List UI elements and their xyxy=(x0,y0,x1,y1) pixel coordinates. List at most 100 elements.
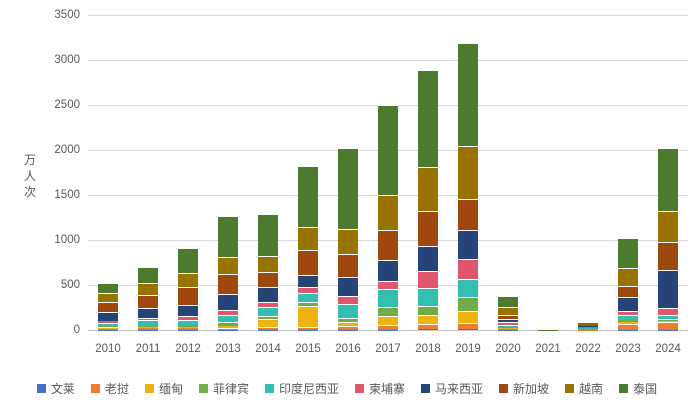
legend-label: 菲律宾 xyxy=(212,382,249,396)
bar-segment-2018-泰国 xyxy=(418,70,438,168)
bar-segment-2014-泰国 xyxy=(258,214,278,256)
x-tick-label-2012: 2012 xyxy=(175,343,201,355)
bar-segment-2010-印度尼西亚 xyxy=(98,322,118,327)
x-tick-label-2010: 2010 xyxy=(95,343,121,355)
bar-segment-2014-越南 xyxy=(258,255,278,273)
bar-segment-2017-越南 xyxy=(378,195,398,231)
bar-segment-2015-马来西亚 xyxy=(298,274,318,287)
bar-segment-2023-菲律宾 xyxy=(618,320,638,323)
bar-segment-2010-新加坡 xyxy=(98,302,118,312)
bar-segment-2014-新加坡 xyxy=(258,272,278,288)
bar-2019 xyxy=(458,15,478,330)
y-tick-label: 2000 xyxy=(54,144,80,156)
bar-segment-2017-菲律宾 xyxy=(378,307,398,317)
bar-segment-2017-新加坡 xyxy=(378,230,398,261)
bar-segment-2013-泰国 xyxy=(218,216,238,257)
bar-segment-2011-越南 xyxy=(138,282,158,295)
x-tick-label-2022: 2022 xyxy=(575,343,601,355)
bar-segment-2010-马来西亚 xyxy=(98,311,118,321)
legend-label: 新加坡 xyxy=(513,382,550,396)
bar-segment-2020-新加坡 xyxy=(498,315,518,319)
bar-segment-2023-越南 xyxy=(618,268,638,286)
bar-segment-2023-新加坡 xyxy=(618,285,638,297)
bar-segment-2019-泰国 xyxy=(458,42,478,146)
bar-segment-2020-马来西亚 xyxy=(498,318,518,323)
bar-segment-2018-缅甸 xyxy=(418,314,438,325)
bar-segment-2017-马来西亚 xyxy=(378,260,398,281)
bar-segment-2020-泰国 xyxy=(498,296,518,307)
bar-segment-2012-越南 xyxy=(178,273,198,288)
legend-label: 老挝 xyxy=(104,382,129,396)
bar-segment-2020-印度尼西亚 xyxy=(498,324,518,327)
x-tick-label-2018: 2018 xyxy=(415,343,441,355)
bar-segment-2012-泰国 xyxy=(178,248,198,274)
bar-segment-2023-柬埔寨 xyxy=(618,311,638,316)
bar-segment-2016-印度尼西亚 xyxy=(338,304,358,318)
bar-segment-2010-老挝 xyxy=(98,328,118,330)
legend-item-越南: 越南 xyxy=(565,380,603,397)
bar-segment-2016-越南 xyxy=(338,229,358,255)
legend-item-菲律宾: 菲律宾 xyxy=(198,380,249,397)
bar-segment-2022-马来西亚 xyxy=(578,326,598,328)
bar-segment-2013-柬埔寨 xyxy=(218,310,238,315)
x-tick-label-2020: 2020 xyxy=(495,343,521,355)
bar-segment-2013-马来西亚 xyxy=(218,294,238,311)
x-tick-label-2011: 2011 xyxy=(135,343,161,355)
bar-segment-2016-泰国 xyxy=(338,148,358,230)
bar-segment-2022-越南 xyxy=(578,324,598,325)
bar-2018 xyxy=(418,15,438,330)
bar-segment-2010-菲律宾 xyxy=(98,326,118,328)
bar-segment-2015-越南 xyxy=(298,226,318,251)
legend-swatch xyxy=(355,384,364,393)
legend-item-泰国: 泰国 xyxy=(619,380,657,397)
bar-segment-2016-柬埔寨 xyxy=(338,296,358,305)
bar-segment-2013-新加坡 xyxy=(218,273,238,295)
bar-segment-2011-泰国 xyxy=(138,266,158,283)
bar-segment-2017-老挝 xyxy=(378,324,398,330)
legend-swatch xyxy=(619,384,629,393)
bar-segment-2024-越南 xyxy=(658,211,678,243)
bar-segment-2019-新加坡 xyxy=(458,198,478,231)
legend-label: 缅甸 xyxy=(158,382,183,396)
bar-segment-2020-缅甸 xyxy=(498,327,518,329)
bar-segment-2016-菲律宾 xyxy=(338,317,358,322)
bar-2020 xyxy=(498,15,518,330)
bar-segment-2018-菲律宾 xyxy=(418,306,438,315)
bar-segment-2019-越南 xyxy=(458,145,478,199)
bar-2015 xyxy=(298,15,318,330)
bar-segment-2024-印度尼西亚 xyxy=(658,314,678,320)
legend-label: 印度尼西亚 xyxy=(278,382,339,396)
bar-segment-2015-老挝 xyxy=(298,326,318,330)
legend-item-柬埔寨: 柬埔寨 xyxy=(355,380,405,397)
bar-segment-2024-柬埔寨 xyxy=(658,308,678,315)
bar-segment-2015-柬埔寨 xyxy=(298,286,318,293)
bar-segment-2015-印度尼西亚 xyxy=(298,292,318,303)
legend-item-马来西亚: 马来西亚 xyxy=(421,380,483,397)
x-tick-label-2021: 2021 xyxy=(535,343,561,355)
gridline-0 xyxy=(88,329,688,331)
bar-segment-2018-老挝 xyxy=(418,324,438,330)
bar-segment-2012-菲律宾 xyxy=(178,325,198,327)
legend-swatch xyxy=(565,384,575,393)
bar-segment-2018-越南 xyxy=(418,167,438,212)
bar-2014 xyxy=(258,15,278,330)
legend-item-老挝: 老挝 xyxy=(90,380,129,397)
legend-label: 文莱 xyxy=(50,382,75,396)
bar-segment-2016-缅甸 xyxy=(338,322,358,327)
bar-segment-2023-印度尼西亚 xyxy=(618,315,638,321)
bar-segment-2014-马来西亚 xyxy=(258,287,278,302)
legend-swatch xyxy=(90,384,100,393)
y-tick-label: 2500 xyxy=(54,99,80,111)
x-tick-label-2016: 2016 xyxy=(335,343,361,355)
bar-segment-2013-缅甸 xyxy=(218,325,238,328)
bar-2016 xyxy=(338,15,358,330)
legend-swatch xyxy=(421,384,431,393)
gridline-3500 xyxy=(88,14,688,16)
bar-segment-2012-印度尼西亚 xyxy=(178,319,198,326)
bar-segment-2024-泰国 xyxy=(658,148,678,212)
bar-segment-2024-缅甸 xyxy=(658,321,678,323)
bar-segment-2010-越南 xyxy=(98,293,118,303)
bar-segment-2013-老挝 xyxy=(218,327,238,330)
legend-label: 柬埔寨 xyxy=(369,382,406,396)
bar-segment-2019-马来西亚 xyxy=(458,230,478,259)
